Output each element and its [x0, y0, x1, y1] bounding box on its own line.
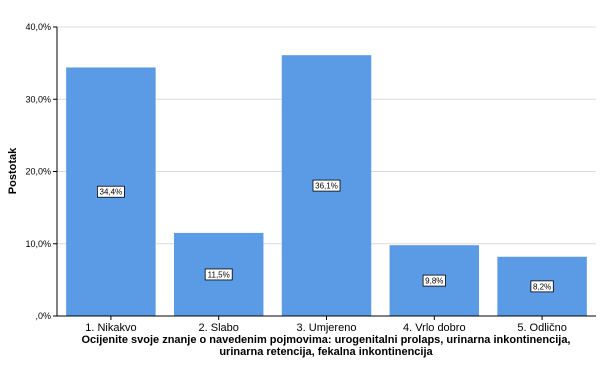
x-tick-label: 4. Vrlo dobro — [403, 322, 466, 334]
y-tick-label: 10,0% — [25, 239, 51, 249]
x-tick-label: 5. Odlično — [517, 322, 567, 334]
y-tick-label: 20,0% — [25, 167, 51, 177]
y-tick-labels: ,0% 10,0% 20,0% 30,0% 40,0% — [25, 22, 57, 321]
x-tick-labels: 1. Nikakvo 2. Slabo 3. Umjereno 4. Vrlo dob… — [85, 316, 567, 334]
data-label-box — [422, 274, 446, 287]
x-axis-title-line-1: Ocijenite svoje znanje o navedenim pojmo… — [82, 334, 571, 346]
y-tick-label: 40,0% — [25, 22, 51, 32]
bars-group: 34,4% 11,5% 36,1% 9,8% 8,2% — [66, 55, 587, 317]
x-axis-title-line-2: urinarna retencija, fekalna inkontinenci… — [219, 346, 433, 358]
data-label-box — [312, 179, 341, 192]
data-label: 36,1% — [315, 182, 338, 191]
data-label-box — [204, 268, 233, 281]
data-label: 9,8% — [425, 277, 443, 286]
y-tick-label: ,0% — [35, 311, 51, 321]
data-label: 8,2% — [533, 282, 551, 291]
data-label: 11,5% — [208, 270, 230, 279]
data-label: 34,4% — [100, 188, 123, 197]
x-tick-label: 1. Nikakvo — [85, 322, 136, 334]
y-tick-label: 30,0% — [25, 94, 51, 104]
data-label-box — [97, 185, 125, 198]
x-tick-label: 2. Slabo — [199, 322, 239, 334]
data-label-box — [530, 280, 554, 293]
x-tick-label: 3. Umjereno — [297, 322, 357, 334]
y-axis-title: Postotak — [7, 147, 19, 194]
